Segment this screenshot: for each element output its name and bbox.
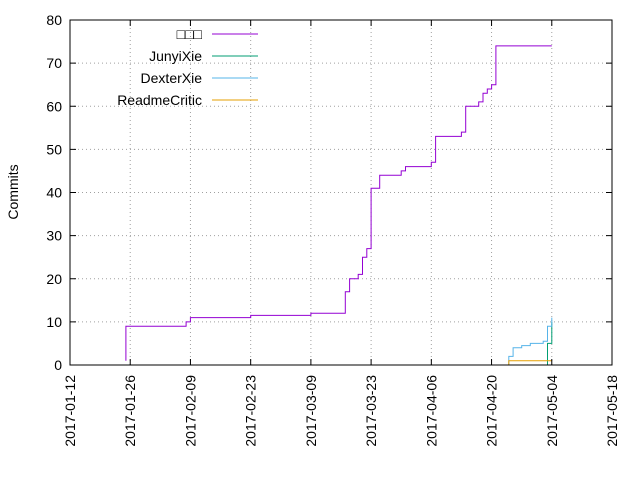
x-tick-label: 2017-05-04 <box>544 375 560 447</box>
series-line-dexterxie <box>495 317 553 366</box>
y-tick-label: 10 <box>46 314 62 330</box>
y-tick-label: 60 <box>46 98 62 114</box>
x-tick-label: 2017-01-26 <box>122 375 138 447</box>
legend-label: □□□ <box>177 26 203 42</box>
y-tick-label: 70 <box>46 55 62 71</box>
x-tick-label: 2017-02-23 <box>243 375 259 447</box>
y-tick-label: 30 <box>46 228 62 244</box>
axis-ticks: 0 10 20 30 40 50 60 70 80 2017-01-12 2017-01-26 201… <box>46 12 620 447</box>
y-axis-label: Commits <box>5 164 21 219</box>
y-tick-label: 80 <box>46 12 62 28</box>
series-line-□□□ <box>125 45 552 361</box>
y-tick-label: 0 <box>54 357 62 373</box>
series-line-readmecritic <box>504 360 552 366</box>
x-tick-label: 2017-04-20 <box>484 375 500 447</box>
legend-label: ReadmeCritic <box>117 92 202 108</box>
x-tick-label: 2017-01-12 <box>62 375 78 447</box>
x-tick-label: 2017-05-18 <box>604 375 620 447</box>
legend-label: DexterXie <box>141 70 203 86</box>
x-tick-label: 2017-02-09 <box>182 375 198 447</box>
series-lines <box>125 45 553 366</box>
legend: □□□ JunyiXie DexterXie ReadmeCritic <box>117 26 258 108</box>
x-tick-label: 2017-03-09 <box>303 375 319 447</box>
y-tick-label: 20 <box>46 271 62 287</box>
y-tick-label: 50 <box>46 141 62 157</box>
x-tick-label: 2017-04-06 <box>423 375 439 447</box>
legend-label: JunyiXie <box>149 48 202 64</box>
y-tick-label: 40 <box>46 185 62 201</box>
x-tick-label: 2017-03-23 <box>363 375 379 447</box>
